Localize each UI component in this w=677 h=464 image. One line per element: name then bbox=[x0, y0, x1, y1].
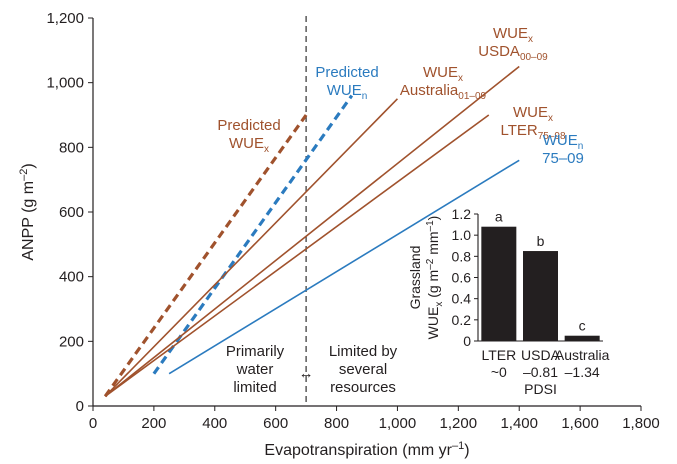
x-tick-label: 1,000 bbox=[379, 415, 417, 432]
inset-bar-usda bbox=[523, 251, 558, 341]
inset-y-tick-label: 0.6 bbox=[452, 270, 472, 286]
inset-category-label: USDA bbox=[521, 347, 561, 363]
inset-bar-letter: c bbox=[579, 318, 586, 334]
x-tick-label: 200 bbox=[141, 415, 166, 432]
y-tick-label: 1,000 bbox=[46, 75, 84, 92]
y-tick-label: 400 bbox=[59, 269, 84, 286]
y-tick-label: 600 bbox=[59, 204, 84, 221]
series-pred-wuex bbox=[103, 114, 308, 398]
inset-category-label: Australia bbox=[555, 347, 610, 363]
water-limited-label: Primarily water limited bbox=[226, 343, 285, 396]
inset-bar-letter: a bbox=[495, 209, 503, 225]
inset-bar-letter: b bbox=[537, 233, 545, 249]
x-tick-label: 800 bbox=[324, 415, 349, 432]
inset-bar-lter bbox=[481, 226, 517, 341]
y-tick-label: 200 bbox=[59, 333, 84, 350]
aus-label: WUEx​Australia01–09​ bbox=[400, 64, 487, 102]
inset-pdsi-label: PDSI bbox=[524, 381, 557, 397]
inset-category-label: LTER bbox=[481, 347, 516, 363]
series-pred-wuen bbox=[152, 94, 354, 375]
inset-y-tick-label: 0.4 bbox=[452, 291, 472, 307]
inset-y-tick-label: 0.2 bbox=[452, 312, 472, 328]
inset-y-title-line1: Grassland bbox=[407, 246, 423, 310]
inset-pdsi-value: –0.81 bbox=[523, 364, 558, 380]
y-tick-label: 800 bbox=[59, 139, 84, 156]
inset-bar-australia bbox=[564, 335, 600, 341]
series-aus bbox=[104, 98, 399, 397]
x-tick-label: 1,200 bbox=[440, 415, 478, 432]
series-wuen bbox=[168, 159, 520, 375]
y-axis-title: ANPP (g m–2) bbox=[18, 163, 37, 260]
inset-y-tick-label: 1.2 bbox=[452, 206, 472, 222]
x-tick-label: 400 bbox=[202, 415, 227, 432]
inset-pdsi-value: ~0 bbox=[491, 364, 507, 380]
divider-arrow: ↔ bbox=[299, 365, 314, 382]
wuen-label: WUEn​75–09 bbox=[542, 132, 584, 167]
x-tick-label: 1,800 bbox=[622, 415, 660, 432]
inset-y-tick-label: 0 bbox=[463, 333, 471, 349]
usda-label: WUEx​USDA00–09​ bbox=[478, 25, 548, 63]
x-tick-label: 1,400 bbox=[500, 415, 538, 432]
inset-y-tick-label: 1.0 bbox=[452, 227, 472, 243]
inset-y-tick-label: 0.8 bbox=[452, 248, 472, 264]
several-resources-label: Limited by several resources bbox=[329, 343, 398, 396]
x-tick-label: 0 bbox=[89, 415, 97, 432]
lter-label: WUEx​LTER75–98​ bbox=[500, 104, 565, 142]
series-lter bbox=[104, 114, 490, 397]
series-usda bbox=[104, 65, 520, 397]
y-tick-label: 0 bbox=[76, 398, 84, 415]
x-axis-title: Evapotranspiration (mm yr–1) bbox=[264, 440, 469, 459]
y-tick-label: 1,200 bbox=[46, 10, 84, 27]
x-tick-label: 600 bbox=[263, 415, 288, 432]
inset-y-title-line2: WUEx (g m–2 mm–1) bbox=[425, 216, 445, 340]
inset-pdsi-value: –1.34 bbox=[565, 364, 600, 380]
x-tick-label: 1,600 bbox=[561, 415, 599, 432]
